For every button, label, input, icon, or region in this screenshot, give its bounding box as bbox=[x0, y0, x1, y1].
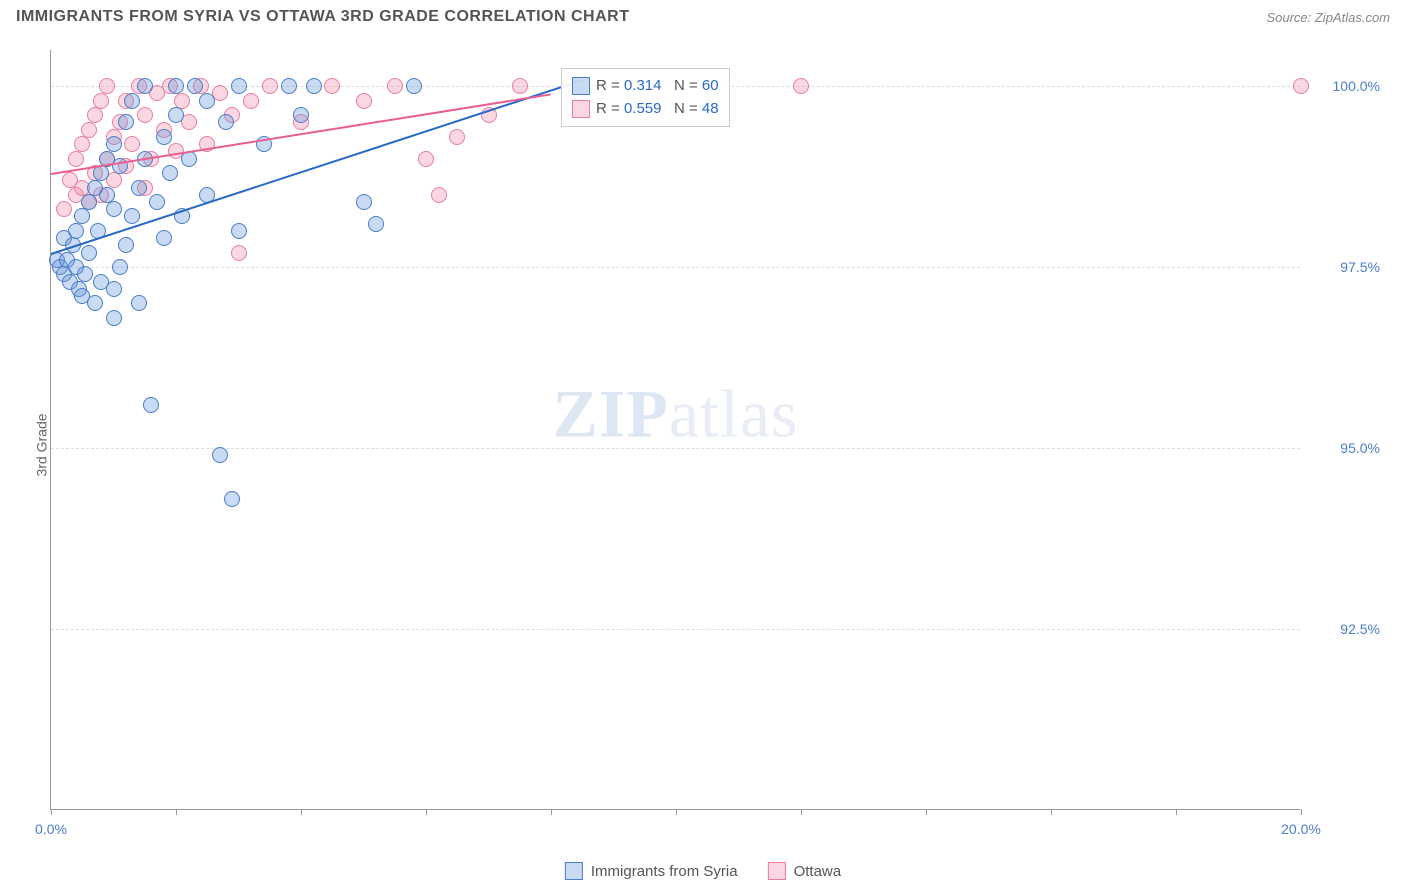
x-tick bbox=[801, 809, 802, 815]
scatter-point bbox=[106, 310, 122, 326]
legend-label-ottawa: Ottawa bbox=[794, 863, 842, 880]
x-tick bbox=[1176, 809, 1177, 815]
scatter-point bbox=[356, 194, 372, 210]
scatter-point bbox=[81, 122, 97, 138]
legend-swatch-pink bbox=[768, 862, 786, 880]
scatter-point bbox=[124, 93, 140, 109]
watermark-suffix: atlas bbox=[669, 376, 799, 452]
scatter-point bbox=[1293, 78, 1309, 94]
scatter-point bbox=[106, 136, 122, 152]
legend-swatch-blue bbox=[565, 862, 583, 880]
scatter-point bbox=[93, 93, 109, 109]
scatter-point bbox=[231, 78, 247, 94]
x-tick bbox=[1051, 809, 1052, 815]
scatter-point bbox=[81, 194, 97, 210]
scatter-point bbox=[124, 136, 140, 152]
scatter-point bbox=[118, 114, 134, 130]
stats-row-pink: R = 0.559 N = 48 bbox=[572, 98, 719, 121]
scatter-point bbox=[87, 295, 103, 311]
source-attribution: Source: ZipAtlas.com bbox=[1266, 10, 1390, 25]
scatter-point bbox=[281, 78, 297, 94]
scatter-point bbox=[356, 93, 372, 109]
x-tick bbox=[176, 809, 177, 815]
scatter-point bbox=[106, 281, 122, 297]
scatter-point bbox=[212, 447, 228, 463]
x-tick bbox=[51, 809, 52, 815]
scatter-point bbox=[293, 107, 309, 123]
legend-item-syria: Immigrants from Syria bbox=[565, 862, 738, 880]
chart-title: IMMIGRANTS FROM SYRIA VS OTTAWA 3RD GRAD… bbox=[16, 8, 630, 26]
scatter-point bbox=[131, 180, 147, 196]
y-tick-label: 92.5% bbox=[1310, 621, 1380, 637]
scatter-point bbox=[77, 266, 93, 282]
scatter-point bbox=[368, 216, 384, 232]
gridline-h bbox=[51, 267, 1300, 268]
x-tick bbox=[426, 809, 427, 815]
scatter-point bbox=[81, 245, 97, 261]
scatter-point bbox=[68, 151, 84, 167]
scatter-point bbox=[118, 237, 134, 253]
scatter-point bbox=[137, 107, 153, 123]
legend-label-syria: Immigrants from Syria bbox=[591, 863, 738, 880]
scatter-point bbox=[243, 93, 259, 109]
scatter-point bbox=[262, 78, 278, 94]
legend-item-ottawa: Ottawa bbox=[768, 862, 842, 880]
scatter-point bbox=[793, 78, 809, 94]
y-tick-label: 97.5% bbox=[1310, 259, 1380, 275]
watermark-prefix: ZIP bbox=[553, 376, 669, 452]
x-tick-label-left: 0.0% bbox=[35, 821, 67, 837]
scatter-point bbox=[143, 397, 159, 413]
scatter-point bbox=[131, 295, 147, 311]
scatter-point bbox=[306, 78, 322, 94]
y-axis-label: 3rd Grade bbox=[34, 413, 50, 476]
scatter-point bbox=[156, 230, 172, 246]
scatter-point bbox=[231, 245, 247, 261]
plot-area: ZIPatlas 92.5%95.0%97.5%100.0%0.0%20.0% … bbox=[50, 50, 1300, 810]
gridline-h bbox=[51, 629, 1300, 630]
scatter-point bbox=[512, 78, 528, 94]
x-tick bbox=[1301, 809, 1302, 815]
y-tick-label: 100.0% bbox=[1310, 78, 1380, 94]
scatter-point bbox=[68, 223, 84, 239]
scatter-point bbox=[149, 194, 165, 210]
scatter-point bbox=[218, 114, 234, 130]
scatter-point bbox=[187, 78, 203, 94]
scatter-point bbox=[224, 491, 240, 507]
scatter-point bbox=[124, 208, 140, 224]
scatter-point bbox=[74, 136, 90, 152]
scatter-point bbox=[387, 78, 403, 94]
y-tick-label: 95.0% bbox=[1310, 440, 1380, 456]
scatter-point bbox=[418, 151, 434, 167]
watermark: ZIPatlas bbox=[553, 375, 799, 454]
scatter-point bbox=[56, 201, 72, 217]
scatter-point bbox=[231, 223, 247, 239]
x-tick bbox=[551, 809, 552, 815]
scatter-point bbox=[87, 107, 103, 123]
x-tick-label-right: 20.0% bbox=[1281, 821, 1321, 837]
scatter-point bbox=[106, 201, 122, 217]
x-tick bbox=[301, 809, 302, 815]
scatter-point bbox=[156, 129, 172, 145]
stats-row-blue: R = 0.314 N = 60 bbox=[572, 75, 719, 98]
scatter-point bbox=[406, 78, 422, 94]
scatter-point bbox=[324, 78, 340, 94]
scatter-point bbox=[162, 165, 178, 181]
chart-container: 3rd Grade ZIPatlas 92.5%95.0%97.5%100.0%… bbox=[0, 40, 1406, 850]
x-tick bbox=[926, 809, 927, 815]
scatter-point bbox=[431, 187, 447, 203]
scatter-point bbox=[99, 78, 115, 94]
scatter-point bbox=[199, 93, 215, 109]
scatter-point bbox=[449, 129, 465, 145]
scatter-point bbox=[137, 78, 153, 94]
scatter-point bbox=[168, 78, 184, 94]
bottom-legend: Immigrants from Syria Ottawa bbox=[565, 862, 841, 880]
scatter-point bbox=[74, 208, 90, 224]
x-tick bbox=[676, 809, 677, 815]
stats-swatch-blue bbox=[572, 77, 590, 95]
stats-swatch-pink bbox=[572, 100, 590, 118]
scatter-point bbox=[112, 259, 128, 275]
gridline-h bbox=[51, 448, 1300, 449]
scatter-point bbox=[168, 107, 184, 123]
stats-legend-box: R = 0.314 N = 60 R = 0.559 N = 48 bbox=[561, 68, 730, 127]
